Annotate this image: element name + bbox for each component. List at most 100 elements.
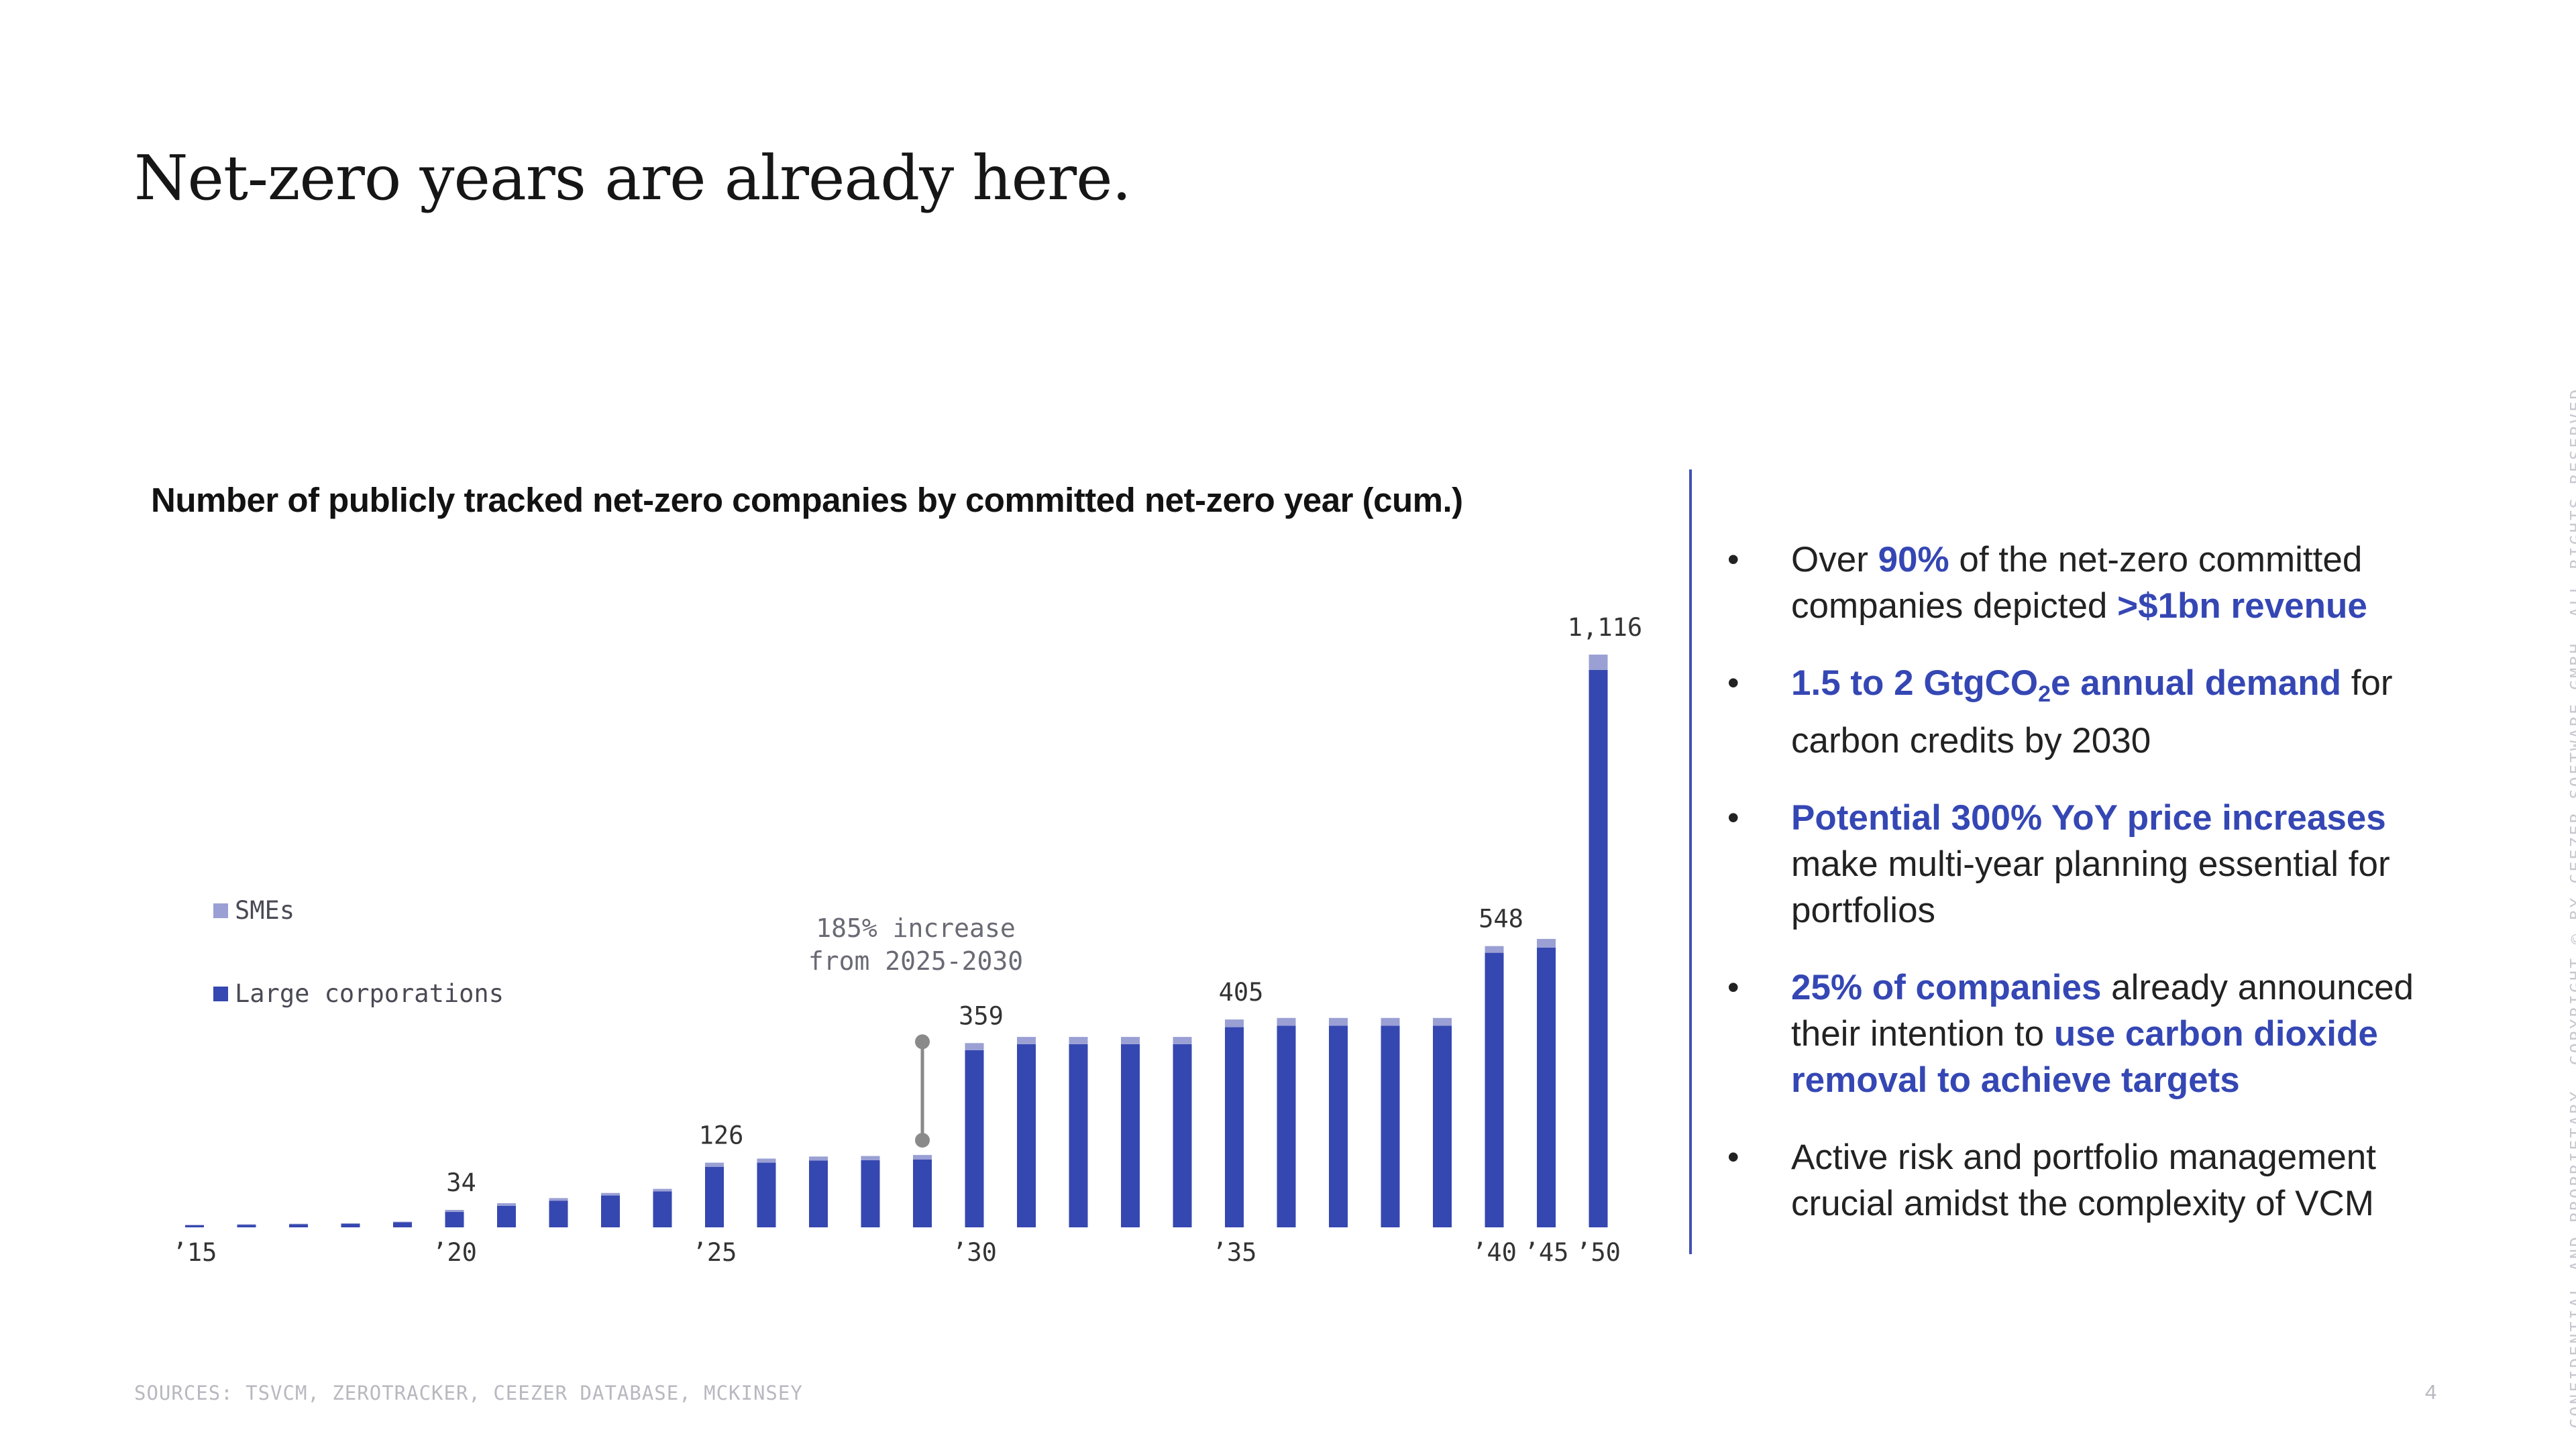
bar-sme-2024 — [653, 1188, 672, 1192]
bar-sme-2045 — [1537, 938, 1556, 948]
bullet-item: • Potential 300% YoY price increases make… — [1727, 795, 2425, 934]
bar-sme-2034 — [1173, 1037, 1192, 1044]
bar-large-2028 — [861, 1160, 880, 1227]
bar-sme-2029 — [913, 1155, 932, 1160]
bar-sme-2027 — [809, 1156, 828, 1161]
bullet-text: 25% of companies already announced their… — [1791, 968, 2414, 1100]
bar-large-2015 — [185, 1225, 204, 1227]
bar-large-2029 — [913, 1159, 932, 1227]
bullet-dot-icon: • — [1727, 664, 1739, 702]
bar-sme-2039 — [1433, 1017, 1452, 1026]
legend-swatch-smes — [213, 903, 228, 918]
bullet-dot-icon: • — [1727, 541, 1739, 578]
bullet-text: 1.5 to 2 GtgCO2e annual demand for carbo… — [1791, 663, 2393, 761]
bar-sme-2020 — [445, 1209, 464, 1213]
data-label: 405 — [1219, 978, 1264, 1007]
x-tick-label: ’30 — [952, 1238, 997, 1267]
bar-large-2045 — [1537, 947, 1556, 1227]
bullet-text: Active risk and portfolio management cru… — [1791, 1137, 2376, 1223]
page-title: Net-zero years are already here. — [134, 142, 1132, 214]
bullet-item: • Over 90% of the net-zero committed comp… — [1727, 537, 2425, 629]
bar-large-2027 — [809, 1160, 828, 1227]
bar-large-2021 — [497, 1205, 516, 1227]
bar-sme-2031 — [1017, 1037, 1036, 1044]
bullet-text: Over 90% of the net-zero committed compa… — [1791, 540, 2367, 626]
bar-sme-2037 — [1329, 1017, 1348, 1026]
highlighted-text: e annual demand — [2051, 663, 2341, 703]
x-tick-label: ’45 — [1524, 1238, 1569, 1267]
bar-large-2036 — [1277, 1025, 1296, 1227]
highlighted-text: >$1bn revenue — [2117, 586, 2367, 626]
x-tick-label: ’15 — [172, 1238, 217, 1267]
annotation-line-2: from 2025-2030 — [808, 946, 1024, 976]
bar-sme-2040 — [1485, 946, 1504, 953]
bar-sme-2025 — [705, 1162, 724, 1167]
data-label: 34 — [446, 1168, 476, 1197]
x-tick-label: ’40 — [1472, 1238, 1517, 1267]
bar-large-2035 — [1225, 1027, 1244, 1227]
bullet-item: • 1.5 to 2 GtgCO2e annual demand for carb… — [1727, 660, 2425, 764]
highlighted-text: 2 — [2038, 681, 2051, 707]
data-label: 359 — [959, 1001, 1004, 1030]
bullet-item: • Active risk and portfolio management cr… — [1727, 1134, 2425, 1227]
sources-footnote: SOURCES: TSVCM, ZEROTRACKER, CEEZER DATA… — [134, 1382, 803, 1404]
bar-large-2033 — [1121, 1044, 1140, 1227]
highlighted-text: 25% of companies — [1791, 968, 2102, 1007]
bar-sme-2019 — [393, 1221, 412, 1223]
bullet-text-segment: of the net-zero committed companies depi… — [1791, 540, 2363, 626]
copyright-notice: CONFIDENTIAL AND PROPRIETARY. COPYRIGHT … — [2567, 387, 2576, 1429]
annotation-dot-bottom — [915, 1133, 930, 1148]
annotation-dot-top — [915, 1034, 930, 1050]
page-number: 4 — [2425, 1380, 2437, 1404]
bar-sme-2030 — [965, 1043, 984, 1050]
bullet-text-segment: already announced their intention to — [1791, 968, 2414, 1054]
highlighted-text: 90% — [1878, 540, 1949, 579]
bar-large-2037 — [1329, 1025, 1348, 1227]
bar-chart: ’15 ’20 ’25 ’30 ’35 ’40’45’50 34 126 359 405 548 1,… — [172, 613, 1643, 1267]
bar-large-2018 — [341, 1223, 360, 1227]
divider-line — [1689, 469, 1692, 1254]
bar-large-2024 — [653, 1191, 672, 1227]
highlighted-text: 1.5 to 2 GtgCO — [1791, 663, 2039, 703]
legend-item-smes: SMEs — [213, 896, 294, 925]
bar-sme-2023 — [601, 1192, 620, 1196]
bar-sme-2038 — [1381, 1017, 1400, 1026]
bar-large-2031 — [1017, 1044, 1036, 1227]
key-points-list: • Over 90% of the net-zero committed comp… — [1727, 537, 2425, 1258]
bar-large-2026 — [757, 1162, 776, 1227]
bar-large-2030 — [965, 1050, 984, 1227]
increase-annotation: 185% increase from 2025-2030 — [802, 912, 1030, 978]
bullet-dot-icon: • — [1727, 799, 1739, 836]
annotation-line-1: 185% increase — [816, 913, 1016, 943]
bar-large-2020 — [445, 1212, 464, 1227]
x-tick-label: ’50 — [1576, 1238, 1621, 1267]
bullet-item: • 25% of companies already announced thei… — [1727, 964, 2425, 1103]
data-label: 126 — [699, 1121, 744, 1150]
bar-large-2040 — [1485, 952, 1504, 1227]
highlighted-text: Potential 300% YoY price increases — [1791, 798, 2386, 838]
bar-sme-2026 — [757, 1158, 776, 1163]
bar-large-2038 — [1381, 1025, 1400, 1227]
x-tick-label: ’25 — [692, 1238, 737, 1267]
bar-sme-2022 — [549, 1198, 568, 1201]
bar-sme-2021 — [497, 1203, 516, 1206]
bar-large-2050 — [1589, 669, 1608, 1227]
bar-sme-2028 — [861, 1156, 880, 1160]
bullet-dot-icon: • — [1727, 1138, 1739, 1176]
bar-sme-2035 — [1225, 1019, 1244, 1027]
legend-label-large: Large corporations — [235, 979, 504, 1008]
bar-large-2016 — [237, 1225, 256, 1227]
bullet-text: Potential 300% YoY price increases make … — [1791, 798, 2390, 930]
legend-swatch-large — [213, 986, 228, 1001]
bar-sme-2016 — [237, 1224, 256, 1225]
bar-large-2032 — [1069, 1044, 1088, 1227]
bar-large-2017 — [289, 1224, 308, 1227]
bullet-dot-icon: • — [1727, 968, 1739, 1006]
bar-sme-2017 — [289, 1223, 308, 1225]
bar-sme-2033 — [1121, 1037, 1140, 1044]
bullet-text-segment: make multi-year planning essential for p… — [1791, 844, 2390, 930]
bar-sme-2032 — [1069, 1037, 1088, 1044]
bar-large-2019 — [393, 1222, 412, 1227]
bar-large-2039 — [1433, 1025, 1452, 1227]
bar-large-2023 — [601, 1195, 620, 1227]
